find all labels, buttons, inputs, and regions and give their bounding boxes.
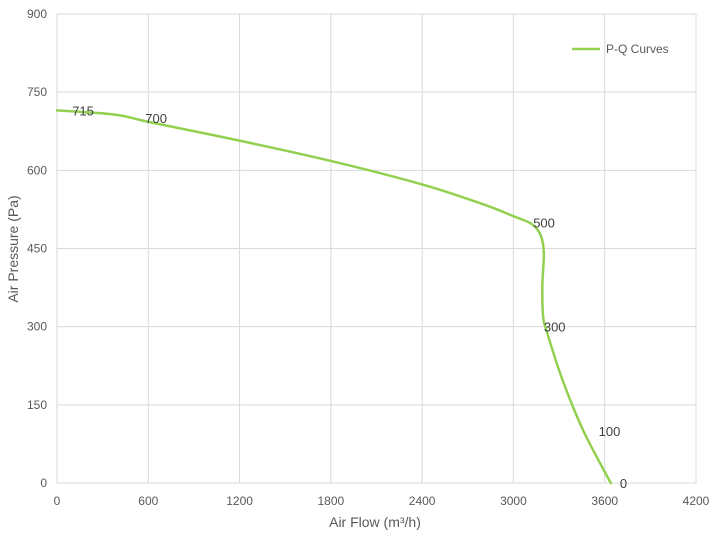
y-tick-label: 750	[27, 85, 47, 99]
grid-layer	[56, 13, 697, 484]
series-line-pq-curve	[55, 109, 613, 485]
data-label: 500	[533, 215, 555, 230]
data-label: 700	[145, 111, 167, 126]
x-tick-label: 1800	[318, 494, 345, 508]
x-tick-label: 2400	[409, 494, 436, 508]
data-label: 100	[599, 424, 621, 439]
data-label: 0	[620, 476, 627, 491]
y-tick-label: 300	[27, 320, 47, 334]
legend: P-Q Curves	[572, 42, 669, 56]
x-tick-label: 600	[138, 494, 158, 508]
x-tick-label: 3000	[500, 494, 527, 508]
legend-label: P-Q Curves	[606, 42, 669, 56]
y-tick-label: 900	[27, 7, 47, 21]
x-axis-title: Air Flow (m³/h)	[329, 514, 421, 530]
series-layer	[55, 109, 613, 485]
x-tick-label: 3600	[591, 494, 618, 508]
y-tick-label: 600	[27, 163, 47, 177]
data-label: 300	[544, 320, 566, 335]
x-tick-label: 0	[54, 494, 61, 508]
tick-layer: 0 600 1200 1800 2400 3000 3600 4200015030045060…	[27, 7, 710, 508]
y-axis-title: Air Pressure (Pa)	[5, 195, 21, 302]
y-tick-label: 150	[27, 398, 47, 412]
x-tick-label: 4200	[683, 494, 710, 508]
x-tick-label: 1200	[226, 494, 253, 508]
data-label: 715	[72, 103, 94, 118]
data-label-layer: 715 700 500 300 100 0	[72, 103, 627, 491]
y-tick-label: 0	[40, 476, 47, 490]
y-tick-label: 450	[27, 242, 47, 256]
